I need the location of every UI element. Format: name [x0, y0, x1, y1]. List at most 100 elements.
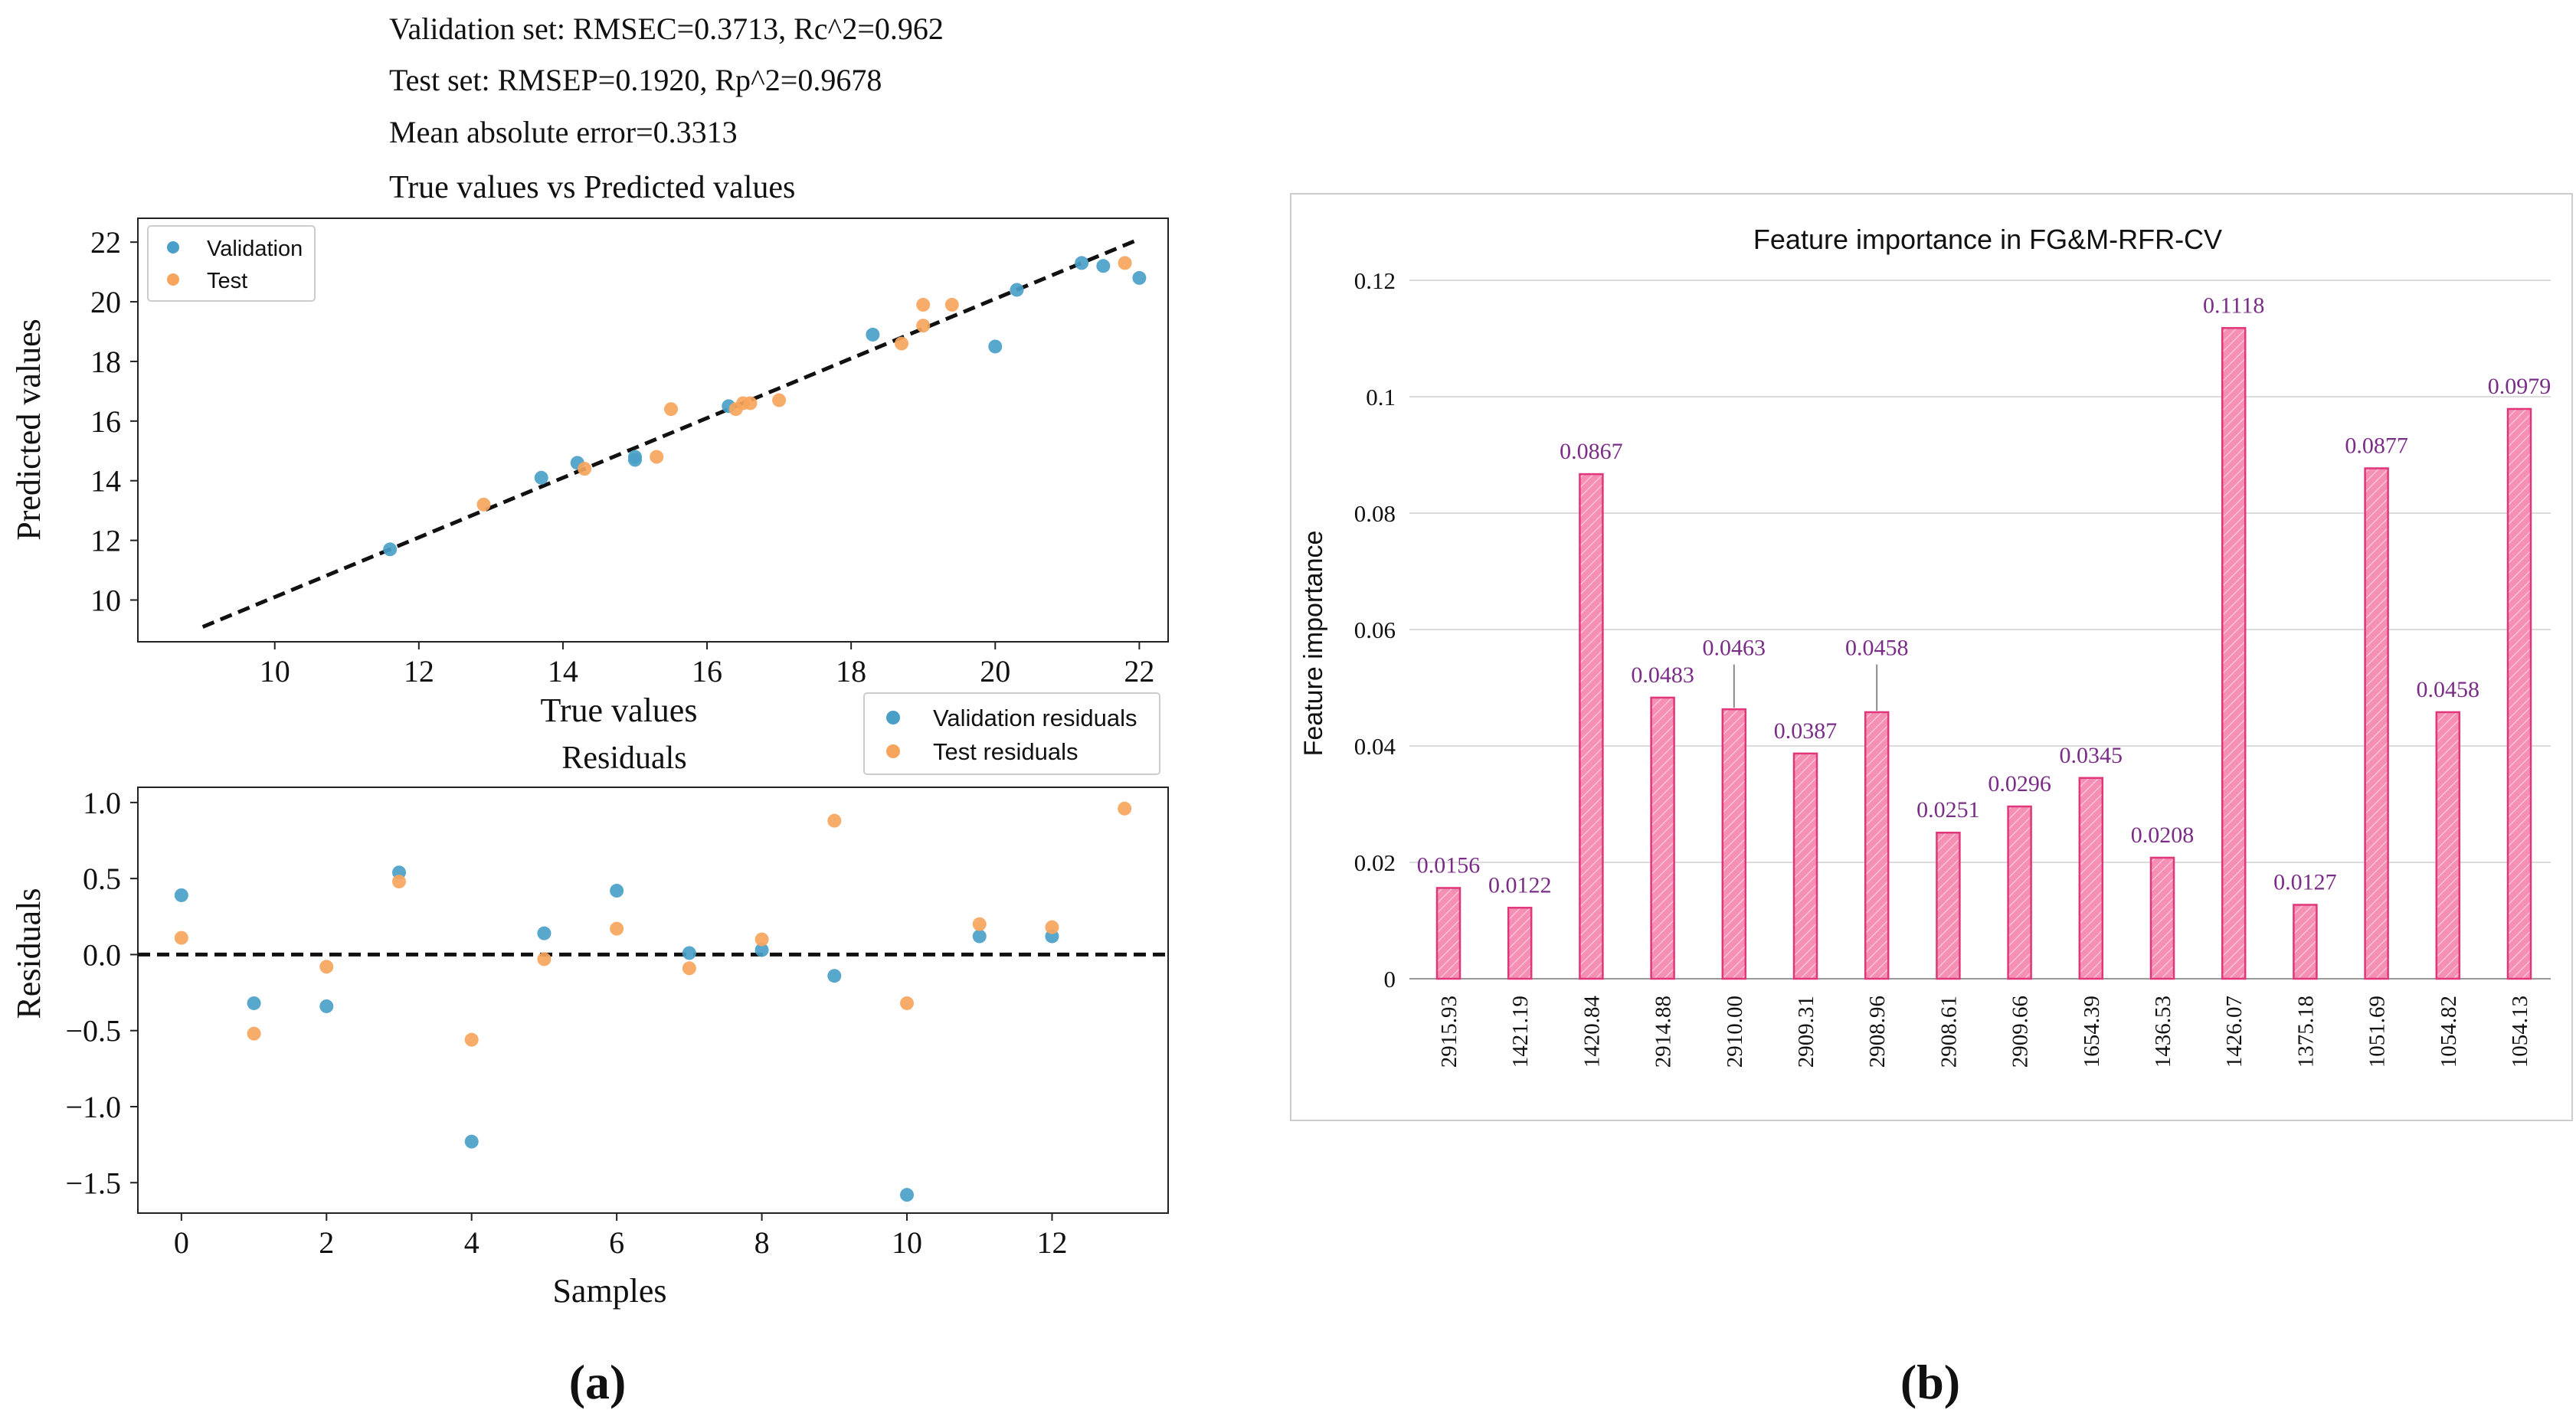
header-line-validation: Validation set: RMSEC=0.3713, Rc^2=0.962 — [389, 11, 944, 46]
scatter-point-test — [916, 297, 931, 312]
bar-value-label: 0.0251 — [1916, 797, 1980, 823]
bar-value-label: 0.0296 — [1988, 771, 2051, 796]
scatter-legend-box — [147, 225, 316, 302]
residuals-x-ticks: 0 2 4 6 8 10 12 — [174, 1213, 1067, 1260]
panel-b: Feature importance in FG&M-RFR-CV 00.020… — [1290, 193, 2573, 1409]
residuals-x-tick-label: 6 — [609, 1225, 624, 1260]
residual-point-validation — [972, 929, 987, 944]
residuals-y-axis-label: Residuals — [10, 888, 47, 1019]
bar-value-label: 0.0208 — [2131, 823, 2195, 848]
feature-bar — [2007, 805, 2032, 980]
scatter-point-test — [916, 319, 931, 333]
scatter-point-validation — [534, 470, 548, 485]
bar-value-label: 0.0345 — [2060, 743, 2123, 768]
residuals-x-tick-label: 12 — [1036, 1225, 1067, 1260]
scatter-point-test — [1118, 256, 1132, 270]
bar-value-label: 0.0127 — [2273, 869, 2337, 895]
residual-point-validation — [464, 1134, 479, 1149]
bar-category-label: 1426.07 — [2222, 996, 2247, 1068]
legend-validation-label: Validation — [207, 237, 303, 261]
residual-point-test — [827, 813, 842, 828]
scatter-y-ticks: 10 12 14 16 18 20 22 — [90, 225, 138, 617]
residual-point-test — [610, 921, 624, 936]
scatter-legend: Validation Test — [147, 225, 316, 302]
bar-category-label: 2908.96 — [1865, 996, 1890, 1068]
bar-y-tick-label: 0.12 — [1354, 267, 1396, 294]
feature-bar — [1936, 831, 1961, 980]
scatter-point-test — [944, 297, 959, 312]
scatter-point-test — [650, 450, 664, 464]
bar-category-label: 2909.31 — [1794, 996, 1818, 1068]
residual-point-test — [900, 996, 915, 1010]
residuals-y-tick-label: −0.5 — [65, 1014, 121, 1048]
panel-a-caption: (a) — [569, 1355, 627, 1409]
residuals-points — [174, 801, 1132, 1202]
scatter-chart: 10 12 14 16 18 20 22 10 12 14 16 18 20 22 Predicted … — [10, 217, 1169, 729]
bar-y-tick-label: 0.1 — [1366, 384, 1396, 410]
scatter-point-validation — [1010, 283, 1024, 297]
residuals-legend-box — [863, 692, 1160, 775]
bar-category-label: 2910.00 — [1723, 996, 1747, 1068]
bar-value-label: 0.0122 — [1488, 872, 1552, 898]
residual-point-validation — [900, 1188, 915, 1202]
bar-value-label: 0.0979 — [2488, 374, 2551, 399]
bar-value-label: 0.1118 — [2203, 293, 2264, 318]
scatter-y-tick-label: 18 — [90, 345, 121, 379]
scatter-x-tick-label: 16 — [692, 654, 722, 688]
bar-category-label: 1436.53 — [2151, 996, 2175, 1068]
residuals-x-axis-label: Samples — [552, 1272, 666, 1310]
residuals-y-tick-label: −1.5 — [65, 1166, 121, 1200]
scatter-reference-line — [201, 237, 1141, 629]
legend-validation-residuals-label: Validation residuals — [933, 705, 1137, 731]
residual-point-test — [391, 875, 406, 889]
bar-chart-bars — [1435, 327, 2532, 980]
bar-category-label: 1054.82 — [2437, 996, 2461, 1068]
residual-point-test — [1118, 801, 1132, 816]
panel-b-frame — [1290, 193, 2573, 1121]
residuals-y-tick-label: 0.5 — [83, 862, 121, 896]
bar-category-label: 1054.13 — [2508, 996, 2532, 1068]
scatter-point-test — [772, 393, 787, 407]
residual-point-validation — [174, 888, 188, 902]
legend-validation-marker — [167, 241, 179, 253]
residuals-x-tick-label: 4 — [464, 1225, 480, 1260]
bar-category-label: 2915.93 — [1437, 996, 1461, 1068]
feature-bar — [2435, 711, 2461, 980]
bar-chart-category-labels: 2915.93 1421.19 1420.84 2914.88 2910.00 2909.… — [1437, 996, 2532, 1068]
feature-bar — [2221, 327, 2247, 980]
bar-y-tick-label: 0 — [1384, 966, 1396, 993]
residual-point-test — [682, 961, 696, 976]
scatter-x-tick-label: 14 — [548, 654, 578, 688]
bar-y-tick-label: 0.08 — [1354, 500, 1396, 527]
residual-point-test — [972, 917, 987, 931]
residual-point-validation — [247, 996, 261, 1010]
legend-test-residuals-label: Test residuals — [933, 738, 1079, 765]
residual-point-test — [754, 932, 769, 947]
bar-chart-y-axis-label: Feature importance — [1299, 531, 1328, 757]
residuals-legend: Validation residuals Test residuals — [863, 692, 1160, 775]
bar-y-tick-label: 0.06 — [1354, 617, 1396, 643]
scatter-x-tick-label: 10 — [260, 654, 290, 688]
scatter-y-tick-label: 10 — [90, 583, 121, 617]
scatter-point-validation — [1075, 256, 1089, 270]
scatter-points — [383, 256, 1147, 557]
bar-value-label: 0.0156 — [1417, 852, 1481, 878]
scatter-point-validation — [1132, 270, 1147, 285]
feature-bar — [2364, 467, 2389, 980]
header-line-mae: Mean absolute error=0.3313 — [389, 115, 738, 149]
residuals-x-tick-label: 8 — [754, 1225, 770, 1260]
bar-category-label: 1051.69 — [2365, 996, 2390, 1068]
residual-point-validation — [537, 926, 552, 940]
bar-chart-y-ticks: 0 0.02 0.04 0.06 0.08 0.1 0.12 — [1354, 267, 1396, 993]
feature-bar — [2149, 856, 2175, 980]
bar-category-label: 1421.19 — [1508, 996, 1533, 1068]
feature-bar — [1650, 696, 1675, 980]
legend-test-label: Test — [207, 269, 247, 293]
residual-point-validation — [754, 943, 769, 957]
residuals-y-tick-label: 1.0 — [83, 786, 121, 820]
residuals-chart: 1.0 0.5 0.0 −0.5 −1.0 −1.5 0 2 4 6 8 10 12 Residual… — [10, 692, 1169, 1310]
bar-value-label: 0.0463 — [1703, 636, 1766, 661]
feature-bar — [2078, 777, 2104, 980]
residual-point-validation — [610, 884, 624, 898]
scatter-point-validation — [988, 339, 1003, 354]
